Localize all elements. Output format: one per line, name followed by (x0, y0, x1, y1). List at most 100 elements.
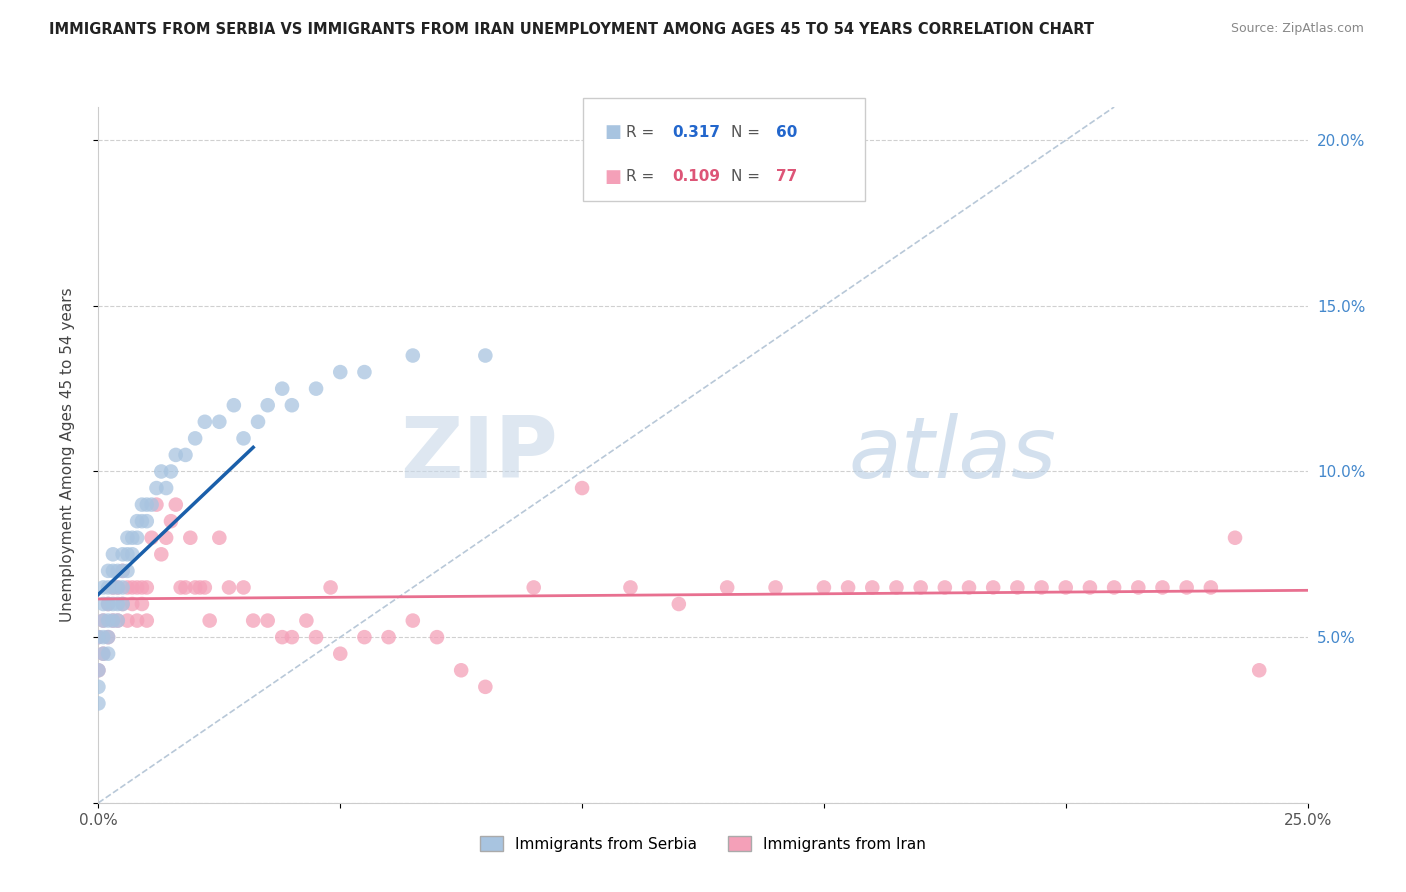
Point (145, 498, 167, 512)
Point (188, 581, 211, 595)
Point (169, 581, 191, 595)
Point (668, 597, 690, 611)
Point (619, 581, 641, 595)
Point (305, 630, 328, 644)
Point (101, 564, 124, 578)
Point (127, 614, 149, 628)
Text: atlas: atlas (848, 413, 1056, 497)
Point (121, 547, 143, 561)
Point (571, 481, 593, 495)
Point (117, 581, 139, 595)
Point (1249, 663, 1271, 677)
Point (87, 630, 110, 644)
Point (91, 614, 114, 628)
Point (117, 547, 139, 561)
Point (91, 630, 114, 644)
Point (111, 547, 134, 561)
Point (1199, 581, 1222, 595)
Point (107, 581, 129, 595)
Point (127, 531, 149, 545)
Point (91, 614, 114, 628)
Point (97, 630, 120, 644)
Point (107, 581, 129, 595)
Point (208, 531, 231, 545)
Point (426, 630, 449, 644)
Point (198, 614, 221, 628)
Point (97, 614, 120, 628)
Point (91, 581, 114, 595)
Point (247, 415, 270, 429)
Point (353, 365, 375, 379)
Y-axis label: Unemployment Among Ages 45 to 54 years: Unemployment Among Ages 45 to 54 years (60, 287, 75, 623)
Point (184, 431, 207, 445)
Point (837, 581, 859, 595)
Text: N =: N = (731, 125, 765, 139)
Point (160, 514, 183, 528)
Point (174, 448, 197, 462)
Point (165, 498, 187, 512)
Point (281, 630, 304, 644)
Point (131, 597, 153, 611)
Point (101, 547, 124, 561)
Point (319, 581, 342, 595)
Point (194, 415, 217, 429)
Point (256, 398, 278, 412)
Point (329, 365, 352, 379)
Point (910, 581, 932, 595)
Point (165, 448, 187, 462)
Point (295, 614, 318, 628)
Point (107, 614, 129, 628)
Point (1078, 581, 1101, 595)
Point (117, 614, 139, 628)
Point (1007, 581, 1029, 595)
Point (101, 581, 124, 595)
Point (934, 581, 956, 595)
Point (160, 465, 183, 479)
Point (1152, 581, 1174, 595)
Point (256, 614, 278, 628)
Point (97, 581, 120, 595)
Text: IMMIGRANTS FROM SERBIA VS IMMIGRANTS FROM IRAN UNEMPLOYMENT AMONG AGES 45 TO 54 : IMMIGRANTS FROM SERBIA VS IMMIGRANTS FRO… (49, 22, 1094, 37)
Point (218, 581, 240, 595)
Point (91, 647, 114, 661)
Point (111, 564, 134, 578)
Point (127, 514, 149, 528)
Point (232, 431, 254, 445)
Point (101, 581, 124, 595)
Text: ■: ■ (605, 168, 621, 186)
Point (141, 498, 163, 512)
Point (101, 614, 124, 628)
Point (91, 647, 114, 661)
Point (222, 398, 245, 412)
Point (107, 597, 129, 611)
Text: 0.109: 0.109 (672, 169, 720, 184)
Text: N =: N = (731, 169, 765, 184)
Point (97, 647, 120, 661)
Point (305, 382, 328, 396)
Point (97, 597, 120, 611)
Point (111, 597, 134, 611)
Point (232, 581, 254, 595)
Point (1223, 531, 1246, 545)
Point (107, 614, 129, 628)
Point (155, 481, 177, 495)
Point (97, 597, 120, 611)
Point (450, 663, 472, 677)
Point (87, 663, 110, 677)
Point (860, 581, 883, 595)
Point (135, 581, 157, 595)
Point (107, 564, 129, 578)
Point (121, 597, 143, 611)
Point (131, 514, 153, 528)
Text: R =: R = (626, 169, 659, 184)
Point (765, 581, 787, 595)
Text: 77: 77 (776, 169, 797, 184)
Point (121, 531, 143, 545)
Point (131, 581, 153, 595)
Point (474, 349, 496, 363)
Point (111, 581, 134, 595)
Point (813, 581, 835, 595)
Point (150, 547, 173, 561)
Point (179, 531, 201, 545)
Point (135, 498, 157, 512)
